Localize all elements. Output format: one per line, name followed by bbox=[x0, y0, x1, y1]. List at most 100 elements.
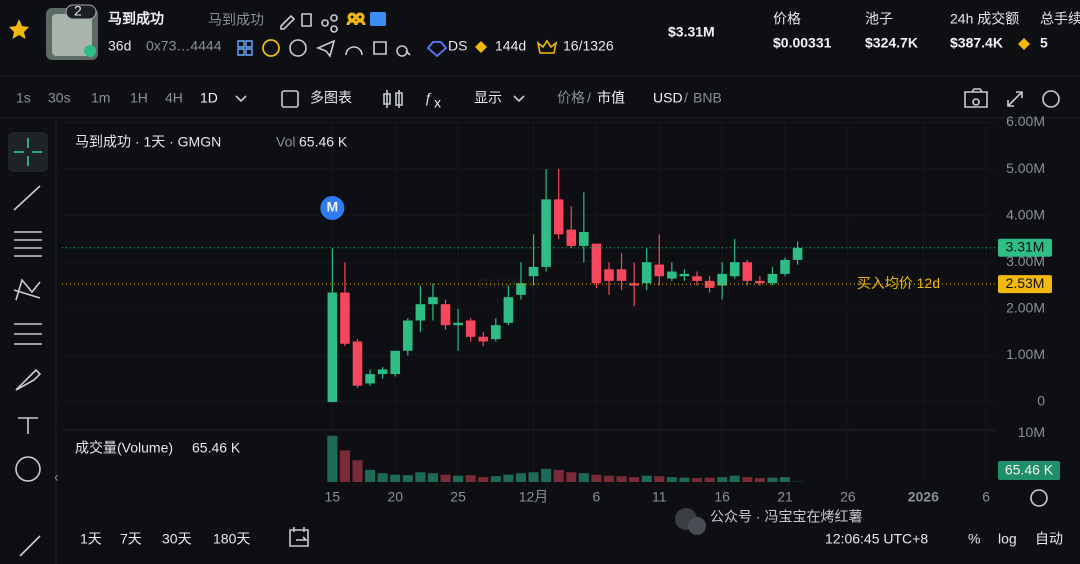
coin-icon bbox=[1018, 38, 1030, 50]
volume-bar bbox=[377, 473, 388, 482]
multi-chart[interactable]: 多图表 bbox=[310, 90, 352, 106]
candle-type-icon[interactable] bbox=[383, 90, 403, 108]
volume-legend-value: 65.46 K bbox=[192, 440, 241, 456]
tool-active[interactable] bbox=[8, 132, 48, 172]
candle-body bbox=[654, 264, 665, 277]
auto-toggle[interactable]: 自动 bbox=[1035, 531, 1063, 547]
volume-bar bbox=[691, 478, 703, 482]
interval[interactable]: 30s bbox=[48, 90, 71, 106]
favorite-icon[interactable] bbox=[9, 19, 29, 39]
event-marker[interactable] bbox=[320, 196, 345, 220]
fx-icon[interactable]: ƒ bbox=[424, 90, 432, 106]
candle-body bbox=[453, 322, 463, 326]
crosshair-tool[interactable] bbox=[14, 138, 42, 166]
y-tick-label: 5.00M bbox=[1006, 160, 1045, 176]
header-icons[interactable] bbox=[280, 13, 338, 33]
warn-icon[interactable] bbox=[262, 39, 280, 57]
token-name: 马到成功 bbox=[108, 11, 164, 27]
mcap-mode[interactable]: 市值 bbox=[597, 90, 625, 106]
percent-toggle[interactable]: % bbox=[968, 531, 980, 547]
goto-date[interactable] bbox=[289, 527, 309, 547]
candle-body bbox=[742, 262, 753, 281]
candle-body bbox=[792, 247, 803, 260]
candle-body bbox=[667, 271, 677, 279]
ranges: 1天 7天 30天 180天 bbox=[80, 531, 250, 547]
interval[interactable]: 4H bbox=[165, 90, 183, 106]
candle-body bbox=[465, 320, 476, 337]
interval[interactable]: 1H bbox=[130, 90, 148, 106]
interval[interactable]: 1m bbox=[91, 90, 110, 106]
volume-bar bbox=[553, 469, 564, 482]
drawing-tools[interactable] bbox=[13, 185, 42, 557]
x-tick-label: 20 bbox=[387, 489, 403, 505]
volume-tick-label: 10M bbox=[1018, 424, 1045, 440]
x-tick-label: 16 bbox=[714, 489, 730, 505]
candle-body bbox=[528, 266, 539, 277]
axis-settings[interactable] bbox=[1030, 489, 1048, 507]
volume-bar bbox=[578, 473, 589, 482]
stat-label: 价格 bbox=[773, 11, 801, 27]
x-tick-label: 25 bbox=[450, 489, 466, 505]
currency[interactable]: USD bbox=[653, 90, 683, 106]
candle-body bbox=[591, 243, 602, 284]
range[interactable]: 1天 bbox=[80, 531, 102, 547]
rank-icon bbox=[536, 39, 558, 54]
x-tick-label: 26 bbox=[840, 489, 856, 505]
candle-body bbox=[403, 320, 413, 351]
candle-body bbox=[377, 369, 388, 375]
candle-body bbox=[780, 259, 790, 274]
volume-bar bbox=[327, 435, 338, 482]
display-menu[interactable]: 显示 bbox=[474, 90, 502, 106]
interval[interactable]: 1D bbox=[200, 90, 218, 106]
clock: 12:06:45 UTC+8 bbox=[825, 531, 928, 547]
stat-value: $0.00331 bbox=[773, 35, 832, 51]
volume-bar bbox=[704, 477, 715, 482]
y-tick-label: 2.00M bbox=[1006, 300, 1045, 316]
verified-icon[interactable] bbox=[370, 12, 386, 26]
y-tick-label: 0 bbox=[1037, 393, 1045, 409]
range[interactable]: 30天 bbox=[162, 531, 192, 547]
candle-body bbox=[327, 292, 338, 403]
ds-icon[interactable] bbox=[426, 41, 448, 58]
link-icons[interactable] bbox=[315, 39, 411, 58]
avg-price-box bbox=[998, 275, 1052, 294]
holders-icon[interactable] bbox=[237, 40, 253, 56]
range[interactable]: 180天 bbox=[213, 531, 250, 547]
x-tick-label: 2026 bbox=[908, 489, 939, 505]
volume-bar bbox=[754, 478, 765, 482]
wechat-watermark: 公众号 · 冯宝宝在烤红薯 bbox=[710, 509, 862, 525]
ds-label[interactable]: DS bbox=[448, 38, 467, 54]
stat-value: $387.4K bbox=[950, 35, 1003, 51]
volume-bar bbox=[666, 477, 677, 482]
y-tick-label: 6.00M bbox=[1006, 113, 1045, 129]
volume-bar bbox=[767, 477, 778, 482]
candle-body bbox=[729, 262, 740, 277]
address[interactable]: 0x73…4444 bbox=[146, 38, 222, 54]
volume-bar bbox=[654, 476, 665, 482]
x-tick-label: 21 bbox=[777, 489, 793, 505]
volume-bar bbox=[717, 477, 728, 482]
interval[interactable]: 1s bbox=[16, 90, 31, 106]
price-mode[interactable]: 价格 bbox=[557, 90, 585, 106]
dev-icon[interactable] bbox=[346, 12, 366, 26]
web-icon[interactable] bbox=[289, 39, 307, 57]
candle-body bbox=[516, 283, 526, 295]
currency-alt[interactable]: BNB bbox=[693, 90, 722, 106]
interval-menu[interactable] bbox=[235, 95, 247, 103]
avg-price-text: 买入均价 12d bbox=[857, 275, 940, 291]
checkbox[interactable] bbox=[281, 90, 299, 108]
volume-bar bbox=[779, 477, 791, 482]
emoji-tool[interactable] bbox=[15, 456, 41, 482]
settings-icon[interactable] bbox=[1042, 90, 1060, 108]
avg-price-label: 2.53M bbox=[1006, 275, 1045, 291]
display-arrow[interactable] bbox=[513, 95, 525, 103]
range[interactable]: 7天 bbox=[120, 531, 142, 547]
candle-body bbox=[415, 304, 426, 321]
collapse-arrow[interactable]: ‹ bbox=[54, 469, 59, 485]
x-tick-label: 12月 bbox=[519, 489, 549, 505]
candle-body bbox=[755, 280, 765, 284]
tool-icons[interactable] bbox=[964, 88, 1023, 108]
log-toggle[interactable]: log bbox=[998, 531, 1017, 547]
candle-body bbox=[491, 325, 501, 340]
